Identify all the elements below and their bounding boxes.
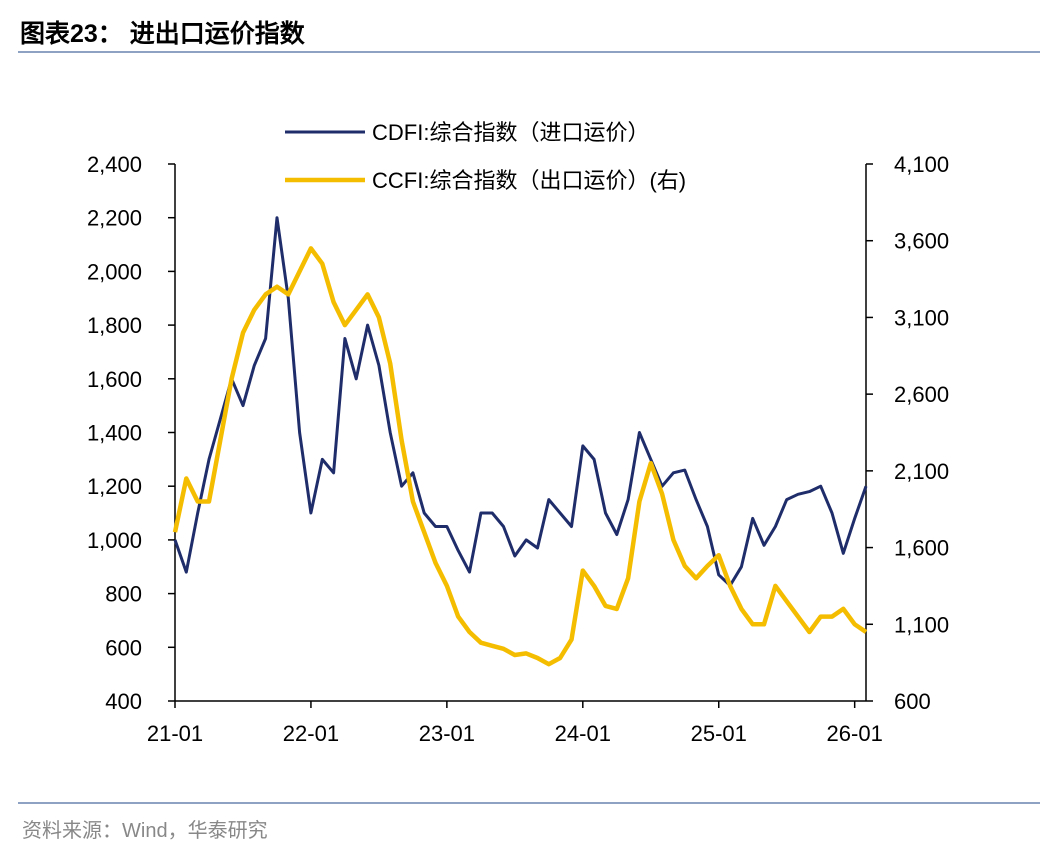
x-tick-label: 21-01 (147, 721, 203, 746)
y2-tick-label: 3,100 (894, 305, 949, 330)
y2-tick-label: 1,600 (894, 536, 949, 561)
y2-tick-label: 2,100 (894, 459, 949, 484)
y-tick-label: 1,600 (87, 367, 142, 392)
x-tick-label: 22-01 (283, 721, 339, 746)
x-tick-label: 25-01 (691, 721, 747, 746)
y-tick-label: 1,400 (87, 421, 142, 446)
y-tick-label: 800 (105, 582, 142, 607)
chart-title: 图表23： 进出口运价指数 (20, 20, 306, 48)
legend-label: CDFI:综合指数（进口运价） (372, 120, 649, 145)
source-note: 资料来源：Wind，华泰研究 (22, 819, 268, 842)
y-tick-label: 2,200 (87, 206, 142, 231)
x-tick-label: 23-01 (419, 721, 475, 746)
y-tick-label: 1,800 (87, 313, 142, 338)
y-tick-label: 600 (105, 635, 142, 660)
y2-tick-label: 1,100 (894, 612, 949, 637)
y2-tick-label: 600 (894, 689, 931, 714)
y-tick-label: 1,000 (87, 528, 142, 553)
series-line (173, 216, 868, 587)
y-tick-label: 2,400 (87, 152, 142, 177)
series-line (172, 246, 868, 667)
y2-tick-label: 2,600 (894, 382, 949, 407)
legend-label: CCFI:综合指数（出口运价）(右) (372, 168, 686, 193)
y-tick-label: 1,200 (87, 474, 142, 499)
y2-tick-label: 4,100 (894, 152, 949, 177)
x-tick-label: 26-01 (827, 721, 883, 746)
y-tick-label: 2,000 (87, 259, 142, 284)
x-tick-label: 24-01 (555, 721, 611, 746)
y-tick-label: 400 (105, 689, 142, 714)
y2-tick-label: 3,600 (894, 229, 949, 254)
